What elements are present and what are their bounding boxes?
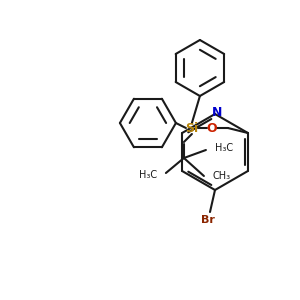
- Text: Si: Si: [185, 122, 199, 134]
- Text: N: N: [212, 106, 222, 118]
- Text: O: O: [207, 122, 217, 134]
- Text: Br: Br: [201, 215, 215, 225]
- Text: H₃C: H₃C: [215, 143, 233, 153]
- Text: CH₃: CH₃: [213, 171, 231, 181]
- Text: H₃C: H₃C: [139, 170, 157, 180]
